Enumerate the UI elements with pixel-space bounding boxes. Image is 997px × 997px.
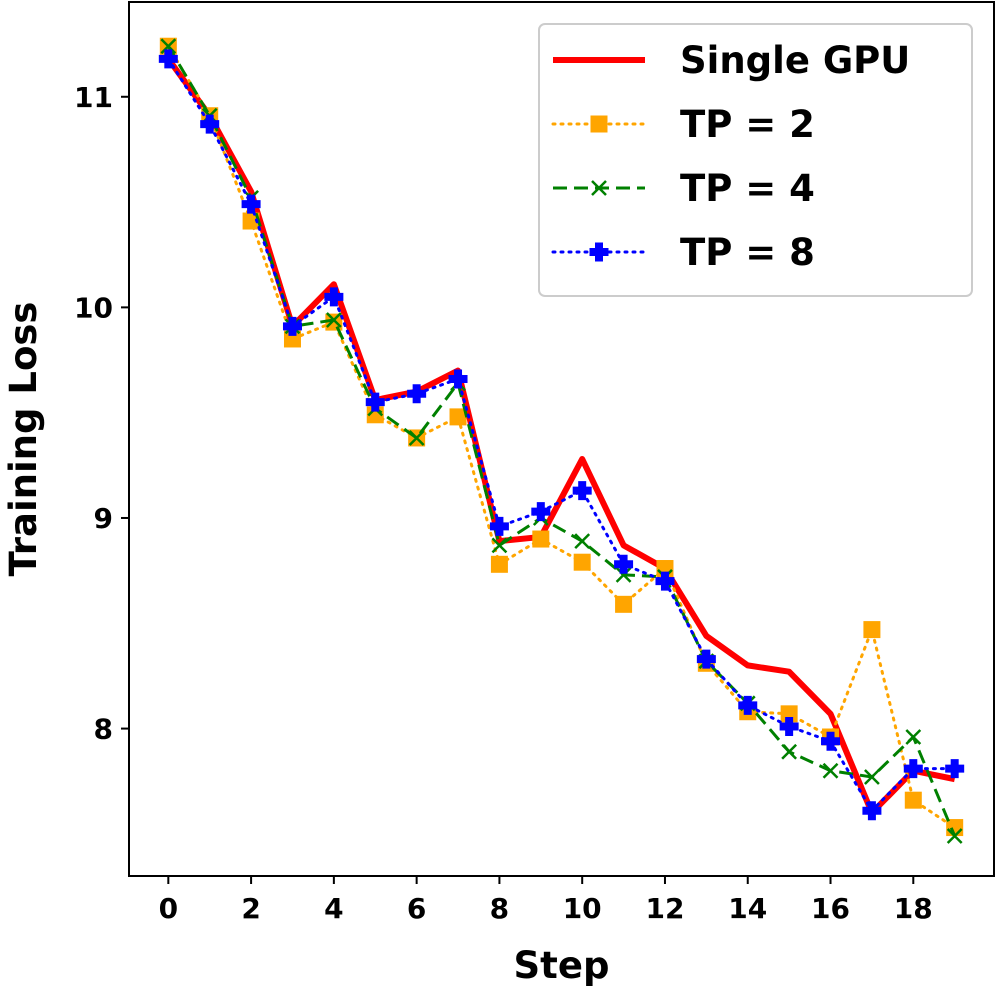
data-point — [491, 537, 508, 554]
x-tick-label: 4 — [324, 892, 343, 925]
data-point — [864, 769, 880, 785]
data-point — [780, 705, 798, 723]
data-point — [738, 695, 758, 715]
y-axis-ticks: 8 9 10 11 — [74, 81, 129, 746]
data-point — [325, 312, 342, 328]
legend-label: TP = 8 — [680, 231, 815, 274]
x-axis-ticks: 0 2 4 6 8 10 12 14 16 18 — [159, 876, 933, 925]
x-tick-label: 6 — [407, 892, 426, 925]
plot-frame — [128, 1, 995, 877]
legend: Single GPU TP = 2 TP = 4 TP = 8 — [538, 23, 973, 297]
data-point — [158, 49, 178, 69]
data-point — [615, 566, 632, 583]
data-point — [448, 369, 468, 389]
legend-label: TP = 4 — [680, 167, 815, 210]
data-point — [946, 828, 963, 844]
data-point — [615, 595, 633, 613]
data-point — [490, 555, 508, 573]
series-line — [167, 45, 957, 837]
data-point — [365, 392, 385, 412]
data-point — [655, 571, 675, 591]
data-point — [282, 316, 302, 336]
y-tick-label: 10 — [74, 291, 113, 324]
data-point — [489, 516, 509, 536]
y-tick-label: 8 — [94, 713, 113, 746]
x-tick-label: 14 — [728, 892, 767, 925]
plot-series — [158, 37, 965, 844]
data-point — [242, 212, 260, 230]
data-point — [408, 430, 425, 446]
y-axis-title: Training Loss — [2, 302, 45, 577]
data-point — [863, 621, 881, 639]
x-tick-label: 12 — [645, 892, 684, 925]
x-tick-label: 2 — [241, 892, 260, 925]
y-tick-label: 11 — [74, 81, 113, 114]
legend-marker — [590, 115, 608, 133]
data-point — [862, 801, 882, 821]
data-point — [200, 114, 220, 134]
x-tick-label: 0 — [159, 892, 178, 925]
data-point — [822, 762, 839, 779]
legend-label: Single GPU — [680, 39, 910, 82]
data-point — [904, 791, 922, 809]
legend-label: TP = 2 — [680, 103, 815, 146]
data-point — [283, 330, 301, 348]
data-point — [781, 743, 798, 760]
data-point — [905, 729, 922, 745]
y-tick-label: 9 — [94, 502, 113, 535]
legend-box — [538, 23, 973, 297]
legend-marker — [591, 180, 607, 196]
data-point — [407, 384, 427, 404]
data-point — [574, 533, 591, 550]
data-point — [614, 554, 634, 574]
series-tp-8 — [158, 49, 965, 821]
x-tick-label: 18 — [894, 892, 933, 925]
data-point — [160, 38, 177, 55]
data-point — [241, 194, 261, 214]
data-point — [532, 530, 550, 548]
data-point — [696, 649, 716, 669]
x-tick-label: 10 — [563, 892, 602, 925]
data-point — [903, 759, 923, 779]
data-point — [779, 716, 799, 736]
data-point — [531, 502, 551, 522]
x-tick-label: 16 — [811, 892, 850, 925]
legend-marker — [589, 242, 609, 262]
data-point — [573, 553, 591, 571]
data-point — [324, 287, 344, 307]
data-point — [572, 481, 592, 501]
data-point — [449, 408, 467, 426]
data-point — [945, 759, 965, 779]
x-tick-label: 8 — [490, 892, 509, 925]
data-point — [821, 731, 841, 751]
x-axis-title: Step — [514, 944, 610, 987]
